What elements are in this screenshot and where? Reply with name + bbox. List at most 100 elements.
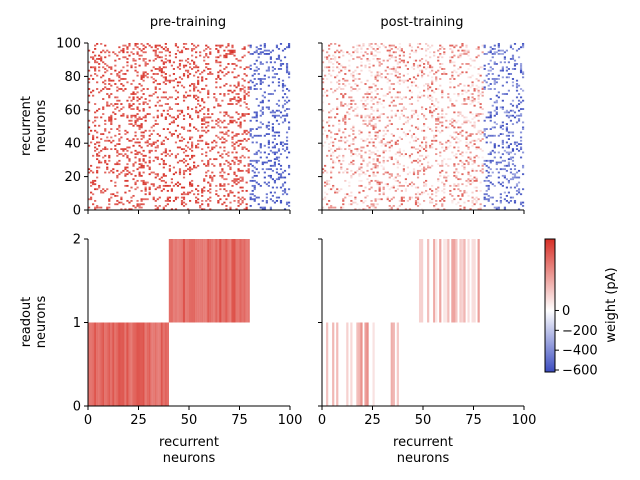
p-rec-pre-cell bbox=[201, 208, 204, 211]
p-rec-post-cell bbox=[370, 106, 373, 109]
p-rec-pre-cell bbox=[152, 143, 155, 146]
p-rec-post-cell bbox=[493, 144, 496, 147]
p-rec-post-cell bbox=[517, 118, 521, 120]
p-rec-post-cell bbox=[388, 86, 391, 89]
p-rec-post-cell bbox=[402, 54, 405, 57]
p-rec-pre-cell bbox=[92, 193, 95, 196]
p-rec-post-cell bbox=[400, 59, 403, 62]
p-rec-pre-cell bbox=[197, 184, 200, 187]
p-rec-pre-cell bbox=[168, 154, 171, 157]
p-rec-post-cell bbox=[517, 143, 521, 146]
p-rec-pre-cell bbox=[172, 133, 176, 135]
p-rec-post-cell bbox=[429, 109, 432, 112]
p-rec-post-cell bbox=[455, 156, 458, 159]
p-rec-pre-cell bbox=[154, 44, 157, 47]
p-rec-post-cell bbox=[334, 43, 337, 45]
p-rec-post-cell bbox=[348, 108, 351, 110]
p-rec-post-cell bbox=[513, 68, 517, 70]
p-rec-post-cell bbox=[477, 113, 480, 115]
p-rec-post-cell bbox=[350, 128, 353, 130]
p-rec-post-cell bbox=[459, 111, 462, 114]
p-rec-post-cell bbox=[499, 168, 502, 171]
p-rec-post-cell bbox=[388, 53, 391, 55]
p-rec-pre-cell bbox=[140, 84, 143, 87]
p-rec-post-cell bbox=[435, 139, 438, 142]
p-rec-pre-cell bbox=[219, 44, 222, 47]
p-rec-post-cell bbox=[382, 193, 385, 196]
p-rec-post-cell bbox=[408, 196, 412, 199]
p-rec-pre-cell bbox=[94, 61, 97, 64]
p-rec-post-cell bbox=[435, 123, 438, 125]
p-rec-pre-cell bbox=[108, 94, 111, 97]
p-rec-post-cell bbox=[350, 176, 353, 179]
p-rec-post-cell bbox=[449, 158, 452, 161]
p-rec-post-cell bbox=[408, 53, 412, 55]
p-rec-pre-cell bbox=[138, 54, 141, 57]
p-rec-post-cell bbox=[410, 114, 414, 117]
p-rec-pre-cell bbox=[122, 84, 125, 87]
p-rec-pre-cell bbox=[100, 189, 103, 192]
p-rec-post-cell bbox=[416, 128, 420, 130]
p-rec-post-cell bbox=[425, 141, 428, 144]
p-rec-pre-cell bbox=[227, 93, 230, 95]
p-rec-pre-cell bbox=[215, 78, 218, 80]
p-rec-post-cell bbox=[425, 154, 428, 157]
p-rec-post-cell bbox=[330, 116, 333, 119]
p-rec-pre-cell bbox=[219, 138, 222, 141]
p-rec-post-cell bbox=[322, 49, 325, 52]
p-rec-pre-cell bbox=[259, 44, 262, 47]
p-rec-post-cell bbox=[360, 114, 363, 117]
p-rec-post-cell bbox=[465, 53, 468, 55]
p-rec-post-cell bbox=[427, 44, 430, 47]
p-rec-post-cell bbox=[439, 199, 442, 202]
p-rec-post-cell bbox=[388, 204, 391, 207]
p-rec-post-cell bbox=[416, 96, 420, 99]
p-rec-post-cell bbox=[326, 58, 329, 60]
p-rec-pre-cell bbox=[261, 108, 264, 110]
p-rec-pre-cell bbox=[150, 149, 153, 152]
p-rec-post-cell bbox=[360, 173, 363, 176]
p-rec-post-cell bbox=[481, 94, 484, 97]
p-rec-pre-cell bbox=[247, 113, 250, 115]
p-rec-post-cell bbox=[390, 146, 393, 149]
p-rec-post-cell bbox=[396, 179, 399, 182]
p-rec-pre-cell bbox=[160, 71, 163, 74]
p-rec-pre-cell bbox=[120, 78, 123, 80]
p-rec-pre-cell bbox=[136, 186, 139, 189]
p-rec-pre-cell bbox=[247, 108, 250, 110]
p-rec-pre-cell bbox=[116, 176, 119, 179]
p-rec-pre-cell bbox=[110, 93, 113, 95]
p-rec-post-cell bbox=[471, 118, 474, 120]
p-rec-pre-cell bbox=[249, 179, 252, 182]
p-rec-post-cell bbox=[485, 193, 488, 196]
p-rec-pre-cell bbox=[275, 199, 279, 202]
p-rec-pre-cell bbox=[144, 63, 147, 65]
p-rec-post-cell bbox=[499, 106, 502, 109]
p-rec-post-cell bbox=[481, 66, 484, 69]
p-rec-post-cell bbox=[457, 119, 460, 122]
readout-pre-stripe bbox=[227, 239, 230, 323]
p-rec-pre-cell bbox=[219, 171, 222, 174]
p-rec-pre-cell bbox=[108, 154, 111, 157]
p-rec-pre-cell bbox=[263, 53, 266, 55]
p-rec-post-cell bbox=[386, 129, 389, 132]
p-rec-pre-cell bbox=[132, 194, 135, 197]
p-rec-post-cell bbox=[499, 49, 502, 52]
p-rec-pre-cell bbox=[285, 64, 289, 67]
p-rec-post-cell bbox=[370, 96, 373, 99]
p-rec-pre-cell bbox=[164, 96, 167, 99]
p-rec-pre-cell bbox=[164, 43, 167, 45]
p-rec-post-cell bbox=[521, 44, 525, 47]
p-rec-pre-cell bbox=[154, 68, 157, 70]
readout-pre-stripe bbox=[100, 322, 103, 406]
p-rec-pre-cell bbox=[217, 151, 220, 154]
p-rec-post-cell bbox=[505, 109, 508, 112]
p-rec-post-cell bbox=[396, 184, 399, 187]
p-rec-pre-cell bbox=[285, 96, 289, 99]
p-rec-pre-cell bbox=[172, 61, 176, 64]
p-rec-pre-cell bbox=[158, 68, 161, 70]
p-rec-post-cell bbox=[408, 141, 412, 144]
p-rec-pre-cell bbox=[223, 146, 226, 149]
p-rec-post-cell bbox=[370, 108, 373, 110]
p-rec-post-cell bbox=[402, 199, 405, 202]
